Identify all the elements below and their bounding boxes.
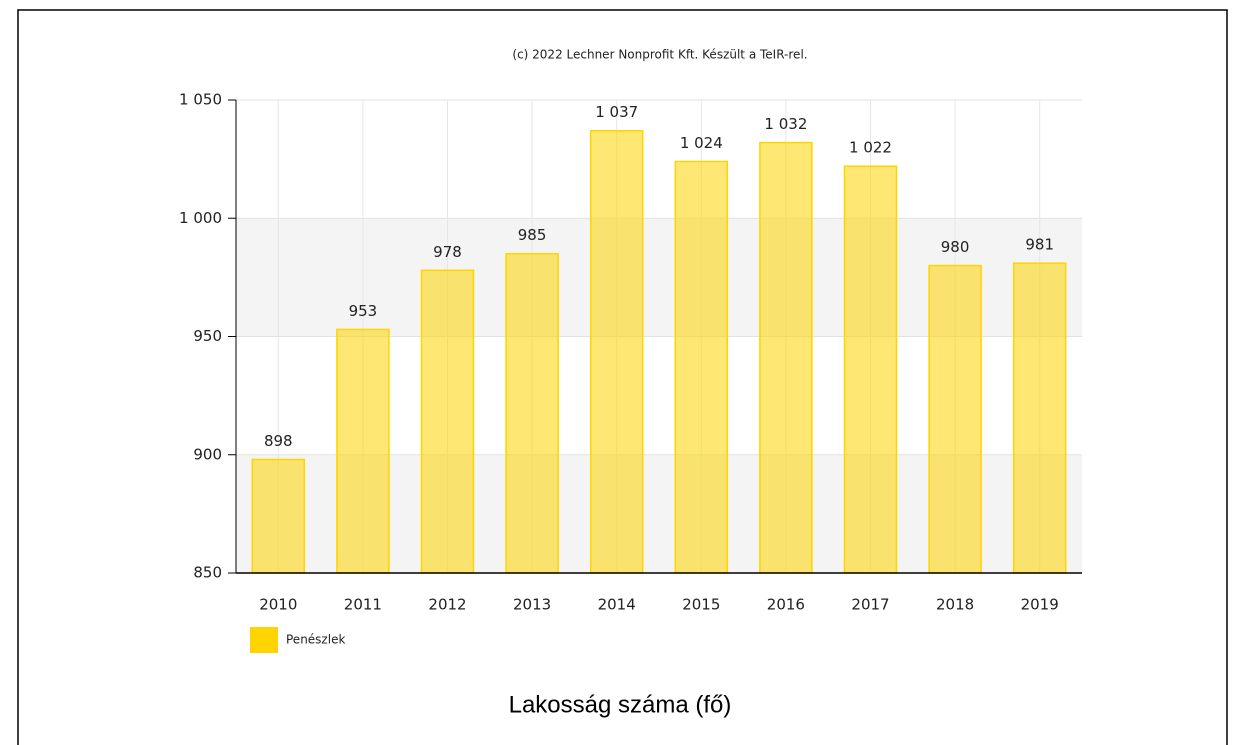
value-label: 953 [349,302,378,320]
bar [928,264,982,574]
bar [420,269,475,574]
y-tick-label: 1 050 [179,91,222,109]
value-label: 978 [433,243,462,261]
legend-label: Penészlek [286,633,345,647]
chart-subtitle: (c) 2022 Lechner Nonprofit Kft. Készült … [512,48,807,62]
y-tick-label: 1 000 [179,209,222,227]
y-tick-label: 950 [193,327,222,345]
x-tick-label: 2012 [428,596,466,614]
value-label: 985 [518,226,547,244]
legend-swatch [250,627,278,653]
bar [251,458,306,574]
x-tick-label: 2016 [767,596,805,614]
y-tick-label: 850 [193,564,222,582]
x-tick-label: 2014 [598,596,636,614]
x-tick-label: 2010 [259,596,297,614]
x-tick-label: 2011 [344,596,382,614]
bar [589,129,644,574]
frame [17,9,1228,745]
chart-title: Lakosság száma (fő) [509,691,732,718]
value-label: 1 022 [849,139,892,157]
x-tick-label: 2015 [682,596,720,614]
bar [336,328,390,574]
x-tick-label: 2013 [513,596,551,614]
value-label: 1 024 [680,134,723,152]
bar [674,160,729,574]
bar [843,165,898,574]
value-label: 898 [264,432,293,450]
value-label: 980 [941,238,970,256]
y-tick-label: 900 [193,445,222,463]
value-label: 1 037 [595,103,638,121]
bar [759,141,813,574]
value-label: 981 [1025,236,1054,254]
bar [1012,262,1067,574]
bar [505,252,559,574]
value-label: 1 032 [764,115,807,133]
x-tick-label: 2018 [936,596,974,614]
x-tick-label: 2017 [851,596,889,614]
x-tick-label: 2019 [1021,596,1059,614]
